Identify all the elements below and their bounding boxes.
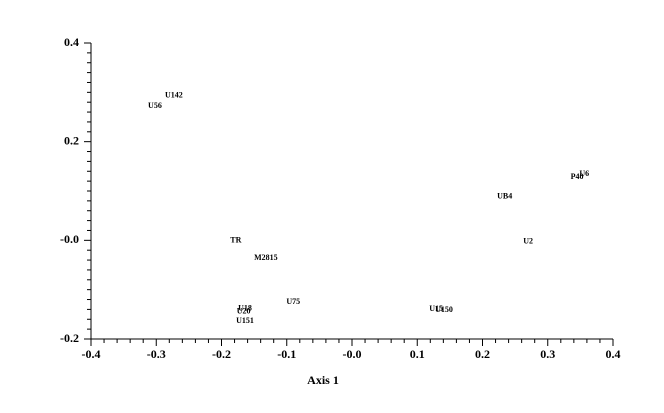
point-label: U150	[435, 305, 453, 314]
y-tick-label: 0.4	[64, 35, 79, 49]
point-label: U18	[238, 304, 252, 313]
y-tick-label: -0.2	[60, 331, 79, 345]
point-label: U142	[165, 91, 183, 100]
x-tick-label: 0.1	[410, 347, 425, 361]
point-label: U2	[523, 237, 533, 246]
point-label: M2815	[254, 253, 278, 262]
point-label: U6	[579, 169, 589, 178]
y-tick-label: -0.0	[60, 232, 79, 246]
x-tick-label: 0.3	[540, 347, 555, 361]
point-label: U56	[148, 101, 162, 110]
y-tick-label: 0.2	[64, 133, 79, 147]
point-label: UB4	[497, 192, 512, 201]
x-tick-label: -0.3	[147, 347, 166, 361]
x-tick-label: 0.2	[475, 347, 490, 361]
x-tick-label: 0.4	[606, 347, 621, 361]
x-axis-label: Axis 1	[307, 373, 339, 387]
point-label: P40	[571, 172, 584, 181]
point-label: U151	[236, 316, 254, 325]
point-label: U75	[286, 297, 300, 306]
x-tick-label: -0.0	[343, 347, 362, 361]
x-tick-label: -0.4	[82, 347, 101, 361]
point-label: TR	[230, 236, 241, 245]
point-label: U20	[237, 307, 251, 316]
x-tick-label: -0.1	[277, 347, 296, 361]
x-tick-label: -0.2	[212, 347, 231, 361]
point-label: U15	[429, 304, 443, 313]
